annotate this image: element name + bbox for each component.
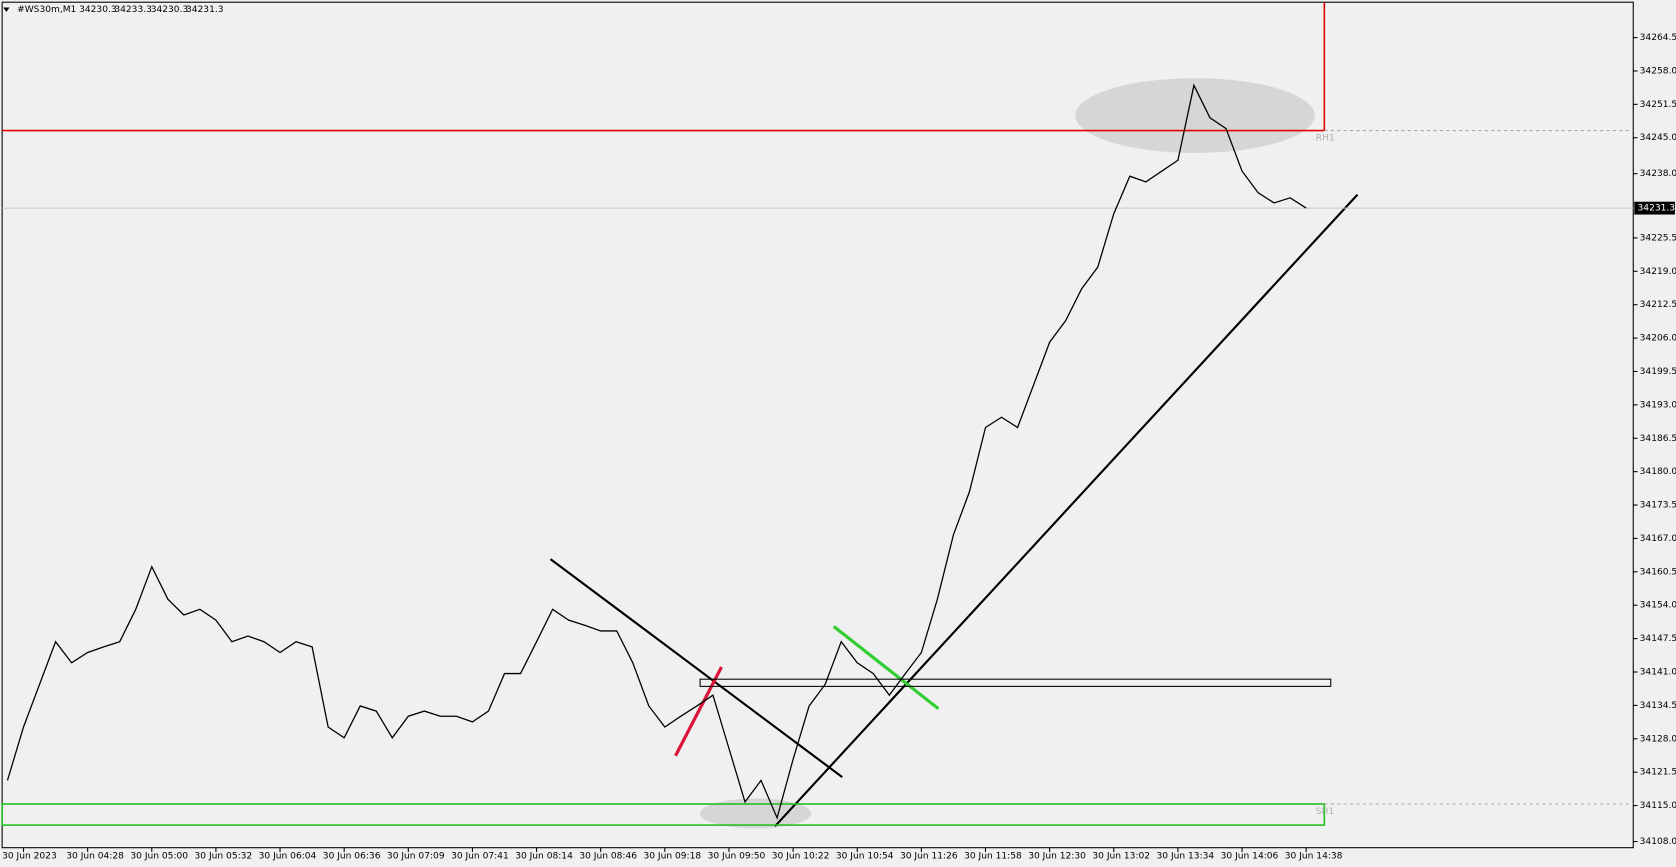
support-zone — [1, 803, 1326, 826]
y-tick-label: 34212.5 — [1640, 300, 1676, 310]
x-tick-label: 30 Jun 10:54 — [836, 852, 894, 862]
ohlc-low: 34230.3 — [151, 5, 189, 15]
trend-line — [674, 666, 723, 757]
x-tick-label: 30 Jun 06:36 — [323, 852, 381, 862]
x-tick-label: 30 Jun 10:22 — [772, 852, 830, 862]
x-tick-label: 30 Jun 14:38 — [1285, 852, 1343, 862]
y-tick-label: 34264.5 — [1640, 33, 1676, 43]
ohlc-open: 34230.3 — [79, 5, 117, 15]
highlight-ellipse — [700, 798, 812, 829]
x-tick-label: 30 Jun 07:09 — [387, 852, 445, 862]
price-tag — [1634, 201, 1675, 215]
y-tick-label: 34206.0 — [1640, 334, 1676, 344]
breakout-zone — [699, 678, 1332, 687]
x-tick-label: 30 Jun 05:32 — [195, 852, 253, 862]
annotation: SH1 — [1316, 807, 1334, 817]
y-tick-label: 34245.0 — [1640, 133, 1676, 143]
x-tick-label: 30 Jun 11:58 — [964, 852, 1022, 862]
x-tick-label: 30 Jun 05:00 — [130, 852, 188, 862]
trend-line — [549, 558, 843, 779]
x-tick-label: 30 Jun 13:34 — [1157, 852, 1215, 862]
y-tick-label: 34154.0 — [1640, 601, 1676, 611]
price-tag-label: 34231.3 — [1638, 204, 1676, 214]
y-tick-label: 34128.0 — [1640, 734, 1676, 744]
y-tick-label: 34108.0 — [1640, 837, 1676, 847]
ohlc-high: 34233.3 — [114, 5, 152, 15]
x-tick-label: 30 Jun 2023 — [2, 852, 57, 862]
y-tick-label: 34121.5 — [1640, 768, 1676, 778]
price-line-series — [6, 83, 1307, 820]
trend-line — [774, 193, 1359, 828]
x-tick-label: 30 Jun 07:41 — [451, 852, 509, 862]
menu-arrow[interactable] — [3, 7, 10, 12]
y-tick-label: 34180.0 — [1640, 467, 1676, 477]
y-tick-label: 34199.5 — [1640, 367, 1676, 377]
ohlc-close: 34231.3 — [186, 5, 224, 15]
y-tick-label: 34238.0 — [1640, 169, 1676, 179]
y-tick-label: 34186.5 — [1640, 434, 1676, 444]
x-tick-label: 30 Jun 09:18 — [643, 852, 701, 862]
y-tick-label: 34141.0 — [1640, 668, 1676, 678]
x-tick-label: 30 Jun 11:26 — [900, 852, 958, 862]
y-tick-label: 34115.0 — [1640, 801, 1676, 811]
x-tick-label: 30 Jun 13:02 — [1092, 852, 1150, 862]
x-tick-label: 30 Jun 14:06 — [1221, 852, 1279, 862]
y-tick-label: 34219.0 — [1640, 267, 1676, 277]
y-tick-label: 34167.0 — [1640, 534, 1676, 544]
x-tick-label: 30 Jun 08:46 — [579, 852, 637, 862]
y-tick-label: 34147.5 — [1640, 634, 1676, 644]
y-tick-label: 34134.5 — [1640, 701, 1676, 711]
x-tick-label: 30 Jun 12:30 — [1028, 852, 1086, 862]
y-tick-label: 34225.5 — [1640, 233, 1676, 243]
y-tick-label: 34193.0 — [1640, 400, 1676, 410]
trend-line — [832, 625, 940, 710]
y-tick-label: 34173.5 — [1640, 501, 1676, 511]
y-tick-label: 34258.0 — [1640, 66, 1676, 76]
highlight-ellipse — [1075, 78, 1315, 153]
x-tick-label: 30 Jun 08:14 — [515, 852, 573, 862]
y-tick-label: 34160.5 — [1640, 567, 1676, 577]
x-tick-label: 30 Jun 06:04 — [259, 852, 317, 862]
symbol: #WS30m,M1 — [17, 5, 76, 15]
x-tick-label: 30 Jun 09:50 — [708, 852, 766, 862]
y-tick-label: 34251.5 — [1640, 100, 1676, 110]
plot-frame — [1, 1, 1634, 849]
annotation: RH1 — [1316, 134, 1335, 144]
x-tick-label: 30 Jun 04:28 — [66, 852, 124, 862]
